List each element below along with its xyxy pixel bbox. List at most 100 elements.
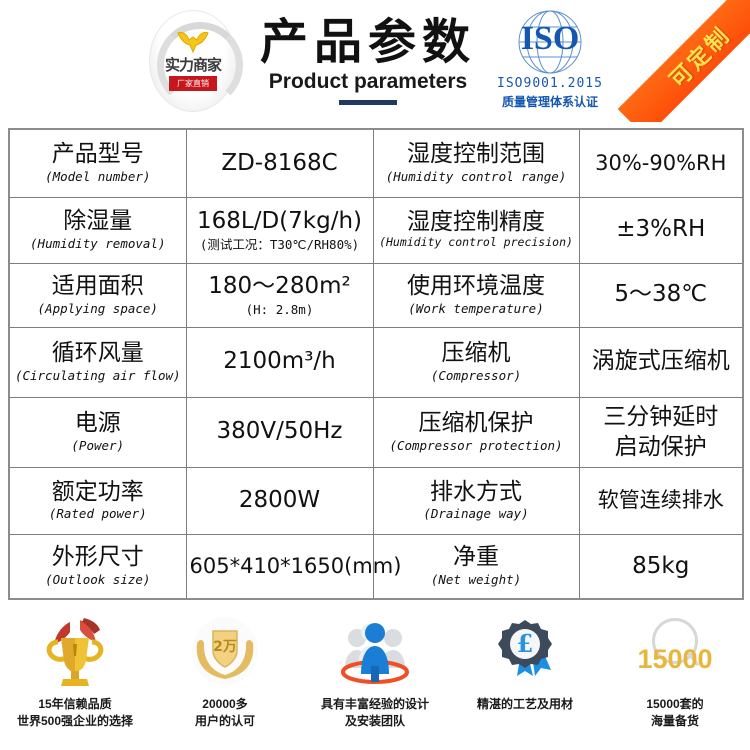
trust-badge-text: 具有丰富经验的设计 及安装团队 — [321, 696, 429, 731]
spec-value: 三分钟延时 — [603, 403, 719, 430]
spec-value: 168L/D(7kg/h) — [197, 207, 362, 234]
customizable-ribbon-label: 可定制 — [664, 21, 736, 93]
table-row: 额定功率 (Rated power) 2800W 排水方式 (Drainage … — [8, 466, 744, 535]
trophy-icon — [40, 614, 110, 692]
spec-value: 180〜280m² — [208, 272, 351, 299]
spec-label-cell: 湿度控制范围 (Humidity control range) — [372, 128, 580, 198]
iso-certification-logo: ISO ISO9001.2015 质量管理体系认证 — [490, 9, 610, 113]
spec-label-cn: 排水方式 — [430, 478, 522, 505]
trust-badge-quality: 15年信赖品质 世界500强企业的选择 — [0, 606, 150, 731]
spec-label-en: (Humidity control precision) — [379, 235, 573, 250]
spec-label-en: (Rated power) — [48, 506, 147, 522]
spec-label-cn: 外形尺寸 — [51, 544, 144, 571]
trust-badge-line1: 具有丰富经验的设计 — [320, 697, 429, 711]
spec-label-en: (Humidity control range) — [385, 169, 567, 185]
spec-label-en: (Outlook size) — [45, 572, 151, 588]
trust-badge-line1: 15000套的 — [646, 697, 704, 711]
spec-label-cell: 电源 (Power) — [8, 396, 187, 468]
customizable-ribbon: 可定制 — [617, 0, 750, 122]
spec-label-en: (Model number) — [45, 169, 151, 185]
spec-label-cn: 压缩机保护 — [418, 410, 534, 437]
spec-value: 605*410*1650(mm) — [189, 553, 402, 578]
people-group-icon — [335, 614, 415, 692]
magnifier-shape: 15000 — [632, 614, 718, 692]
spec-label-cell: 排水方式 (Drainage way) — [372, 466, 580, 535]
trust-badge-team: 具有丰富经验的设计 及安装团队 — [300, 606, 450, 731]
spec-label-en: (Work temperature) — [408, 300, 544, 316]
spec-label-en: (Net weight) — [430, 572, 522, 588]
spec-value: 涡旋式压缩机 — [591, 348, 730, 375]
spec-value-note: (H: 2.8m) — [245, 301, 314, 317]
spec-label-en: (Drainage way) — [423, 506, 529, 522]
trust-badge-line2: 海量备货 — [650, 714, 699, 729]
trust-badge-line2: 用户的认可 — [194, 714, 255, 729]
spec-label-cn: 湿度控制范围 — [407, 141, 545, 168]
spec-value-cell: 2800W — [185, 466, 374, 535]
spec-value: 380V/50Hz — [216, 418, 343, 445]
page-title-block: 产品参数 Product parameters — [259, 13, 476, 106]
table-row: 循环风量 (Circulating air flow) 2100m³/h 压缩机… — [8, 326, 744, 398]
page-title: 产品参数 — [259, 13, 476, 70]
merchant-badge-ribbon: 厂家直销 — [168, 76, 217, 91]
iso-wordmark: ISO — [520, 20, 580, 57]
spec-value: 2800W — [238, 486, 321, 513]
spec-label-en: (Circulating air flow) — [14, 367, 181, 383]
spec-label-cn: 除湿量 — [63, 208, 133, 235]
spec-label-en: (Power) — [71, 437, 125, 453]
iso-standard-number: ISO9001.2015 — [497, 76, 603, 91]
spec-label-cell: 压缩机保护 (Compressor protection) — [372, 396, 580, 468]
title-underline — [338, 100, 397, 106]
spec-label-cell: 湿度控制精度 (Humidity control precision) — [372, 196, 580, 264]
spec-value: 软管连续排水 — [597, 488, 724, 513]
svg-text:2万: 2万 — [213, 639, 237, 655]
trust-badge-stock: 15000 15000套的 海量备货 — [600, 606, 750, 731]
spec-label-cell: 除湿量 (Humidity removal) — [8, 196, 187, 264]
spec-value-note: (测试工况：T30℃/RH80%) — [199, 236, 360, 252]
spec-label-cell: 使用环境温度 (Work temperature) — [372, 262, 580, 328]
iso-standard-name: 质量管理体系认证 — [501, 95, 598, 109]
spec-table-wrapper: 产品型号 (Model number) ZD-8168C 湿度控制范围 (Hum… — [8, 128, 744, 600]
bull-horn-icon — [176, 30, 210, 54]
svg-text:£: £ — [517, 629, 534, 658]
stock-count: 15000 — [637, 644, 713, 674]
laurel-shield-icon: 2万 — [187, 614, 263, 692]
trust-badge-text: 精湛的工艺及用材 — [477, 696, 573, 713]
spec-label-cell: 外形尺寸 (Outlook size) — [8, 533, 187, 600]
spec-value-cell: ±3%RH — [578, 196, 744, 264]
spec-value-line2: 启动保护 — [614, 433, 707, 459]
spec-label-cn: 额定功率 — [51, 478, 144, 505]
spec-value-cell: 168L/D(7kg/h) (测试工况：T30℃/RH80%) — [185, 196, 374, 264]
merchant-badge-label: 实力商家 — [164, 57, 222, 74]
spec-value-cell: 软管连续排水 — [578, 466, 744, 535]
trust-badge-line2: 及安装团队 — [344, 714, 405, 729]
spec-label-en: (Compressor) — [430, 367, 522, 383]
table-row: 适用面积 (Applying space) 180〜280m² (H: 2.8m… — [8, 262, 744, 328]
spec-label-cell: 适用面积 (Applying space) — [8, 262, 187, 328]
spec-value-cell: 180〜280m² (H: 2.8m) — [185, 262, 374, 328]
trust-badge-line1: 15年信赖品质 — [38, 697, 112, 711]
spec-value-cell: 380V/50Hz — [185, 396, 374, 468]
spec-label-cn: 净重 — [453, 544, 499, 571]
trust-badge-text: 15000套的 海量备货 — [646, 696, 703, 731]
spec-value-cell: 30%-90%RH — [578, 128, 744, 198]
spec-label-cell: 循环风量 (Circulating air flow) — [8, 326, 187, 398]
spec-label-cell: 额定功率 (Rated power) — [8, 466, 187, 535]
spec-value-cell: 三分钟延时 启动保护 — [578, 396, 744, 468]
spec-value: 2100m³/h — [223, 348, 336, 375]
trust-badge-text: 20000多 用户的认可 — [195, 696, 255, 731]
spec-label-cell: 净重 (Net weight) — [372, 533, 580, 600]
trust-badge-text: 15年信赖品质 世界500强企业的选择 — [17, 696, 133, 731]
trust-badge-craft: £ 精湛的工艺及用材 — [450, 606, 600, 713]
trust-badge-line1: 20000多 — [202, 697, 248, 711]
spec-value-cell: 2100m³/h — [185, 326, 374, 398]
trust-badge-users: 2万 20000多 用户的认可 — [150, 606, 300, 731]
spec-value: ±3%RH — [616, 216, 706, 243]
magnifier-icon: 15000 — [632, 614, 718, 692]
merchant-badge: 实力商家 厂家直销 — [140, 8, 246, 114]
spec-value-cell: 605*410*1650(mm) — [185, 533, 402, 600]
spec-label-cn: 电源 — [74, 410, 121, 437]
spec-label-cn: 循环风量 — [51, 340, 144, 367]
spec-value-cell: 85kg — [578, 533, 744, 600]
trust-badge-line1: 精湛的工艺及用材 — [476, 697, 573, 711]
spec-value: ZD-8168C — [221, 149, 338, 176]
